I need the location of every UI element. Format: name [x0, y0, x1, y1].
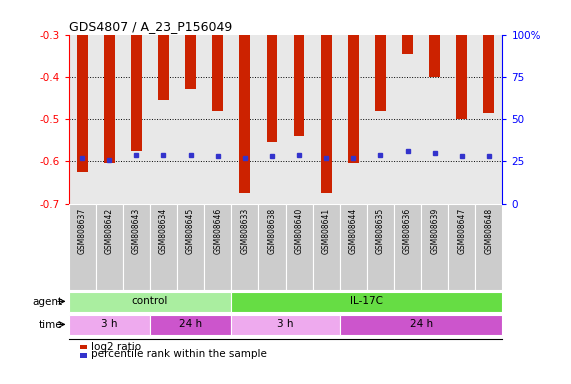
Bar	[448, 204, 476, 290]
Bar	[150, 315, 231, 335]
Bar	[402, 35, 413, 54]
Bar	[131, 35, 142, 151]
Text: GSM808637: GSM808637	[78, 208, 87, 254]
Text: percentile rank within the sample: percentile rank within the sample	[91, 349, 267, 359]
Bar	[177, 204, 204, 290]
Text: control: control	[132, 296, 168, 306]
Text: GSM808645: GSM808645	[186, 208, 195, 254]
Text: GSM808647: GSM808647	[457, 208, 467, 254]
Bar	[204, 204, 231, 290]
Text: GSM808633: GSM808633	[240, 208, 250, 254]
Text: GSM808643: GSM808643	[132, 208, 141, 254]
Bar	[421, 204, 448, 290]
Bar	[239, 35, 250, 193]
Bar	[340, 315, 502, 335]
Text: GSM808648: GSM808648	[484, 208, 493, 254]
Bar	[69, 292, 231, 312]
Text: GSM808640: GSM808640	[295, 208, 304, 254]
Bar	[456, 35, 467, 119]
Text: GSM808641: GSM808641	[321, 208, 331, 254]
Bar	[158, 35, 169, 100]
Bar	[104, 35, 115, 164]
Text: log2 ratio: log2 ratio	[91, 342, 142, 352]
Bar	[484, 35, 494, 113]
Bar	[429, 35, 440, 77]
Text: 3 h: 3 h	[278, 319, 293, 329]
Bar	[185, 35, 196, 89]
Text: GSM808646: GSM808646	[213, 208, 222, 254]
Bar	[69, 204, 96, 290]
Text: GSM808642: GSM808642	[104, 208, 114, 254]
Bar	[475, 204, 502, 290]
Bar	[69, 315, 150, 335]
Text: GSM808638: GSM808638	[267, 208, 276, 254]
Bar	[258, 204, 286, 290]
Bar	[313, 204, 340, 290]
Bar	[340, 204, 367, 290]
Bar	[123, 204, 150, 290]
Text: GSM808634: GSM808634	[159, 208, 168, 254]
Text: GSM808635: GSM808635	[376, 208, 385, 254]
Text: GSM808636: GSM808636	[403, 208, 412, 254]
Bar	[267, 35, 278, 142]
Text: agent: agent	[33, 297, 63, 307]
Bar	[367, 204, 394, 290]
Bar	[394, 204, 421, 290]
Text: 3 h: 3 h	[101, 319, 118, 329]
Bar	[77, 35, 87, 172]
Bar	[293, 35, 304, 136]
Bar	[96, 204, 123, 290]
Text: 24 h: 24 h	[179, 319, 202, 329]
Bar	[321, 35, 332, 193]
Text: GSM808639: GSM808639	[430, 208, 439, 254]
Text: time: time	[39, 320, 63, 330]
Bar	[212, 35, 223, 111]
Bar	[231, 292, 502, 312]
Text: GDS4807 / A_23_P156049: GDS4807 / A_23_P156049	[69, 20, 232, 33]
Text: 24 h: 24 h	[409, 319, 433, 329]
Bar	[231, 315, 340, 335]
Bar	[231, 204, 258, 290]
Bar	[348, 35, 359, 164]
Bar	[375, 35, 386, 111]
Bar	[150, 204, 177, 290]
Bar	[286, 204, 313, 290]
Text: IL-17C: IL-17C	[351, 296, 383, 306]
Text: GSM808644: GSM808644	[349, 208, 358, 254]
